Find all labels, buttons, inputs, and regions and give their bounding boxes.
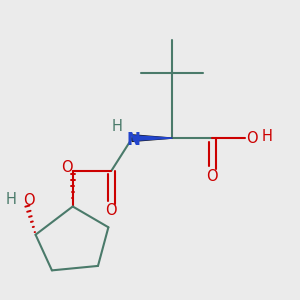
Text: O: O — [207, 169, 218, 184]
Text: O: O — [61, 160, 73, 175]
Text: H: H — [6, 191, 16, 206]
Text: O: O — [247, 130, 258, 146]
Polygon shape — [132, 135, 172, 141]
Text: H: H — [111, 119, 122, 134]
Polygon shape — [133, 136, 172, 140]
Text: N: N — [127, 130, 141, 148]
Text: O: O — [23, 193, 35, 208]
Text: O: O — [106, 202, 117, 217]
Text: H: H — [262, 129, 272, 144]
